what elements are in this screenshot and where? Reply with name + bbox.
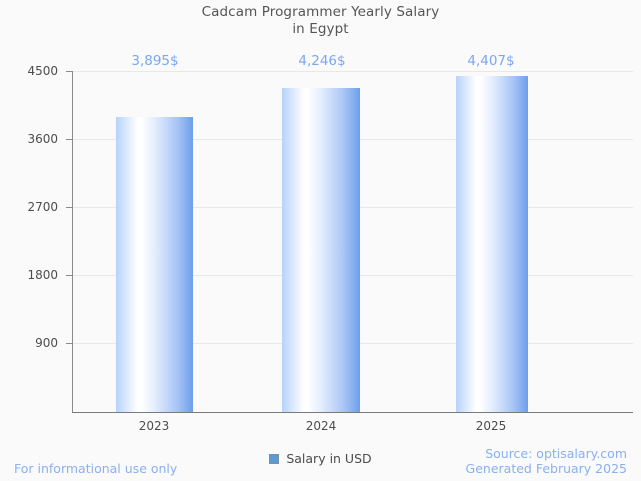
plot-area <box>73 71 633 412</box>
bar-value-label-2025: 4,407$ <box>467 53 515 69</box>
x-tick-label-2023: 2023 <box>138 419 170 433</box>
bar-value-label-2024: 4,246$ <box>298 53 346 69</box>
x-tick-label-2025: 2025 <box>475 419 507 433</box>
y-tick-label-2700: 2700 <box>27 200 58 214</box>
bar-2025 <box>456 76 528 412</box>
footer-source: Source: optisalary.com <box>485 446 627 461</box>
bar-value-label-2023: 3,895$ <box>131 53 179 69</box>
footer-disclaimer: For informational use only <box>14 461 178 476</box>
y-tick-label-900: 900 <box>35 336 58 350</box>
chart-title: Cadcam Programmer Yearly Salary in Egypt <box>0 4 641 38</box>
y-tick-mark-4500 <box>66 71 72 72</box>
chart-legend: Salary in USD <box>0 452 641 466</box>
footer-source-block: Source: optisalary.com Generated Februar… <box>466 446 627 476</box>
y-tick-label-3600: 3600 <box>27 132 58 146</box>
y-tick-mark-1800 <box>66 275 72 276</box>
x-tick-label-2024: 2024 <box>305 419 337 433</box>
y-tick-mark-900 <box>66 343 72 344</box>
gridline-4500 <box>73 71 633 72</box>
legend-swatch-salary-in-usd <box>269 454 280 464</box>
chart-title-line-1: Cadcam Programmer Yearly Salary <box>201 4 440 20</box>
bar-2023 <box>116 117 193 412</box>
y-tick-label-1800: 1800 <box>27 268 58 282</box>
y-tick-mark-2700 <box>66 207 72 208</box>
y-tick-label-4500: 4500 <box>27 64 58 78</box>
chart-title-line-2: in Egypt <box>292 21 349 37</box>
x-axis-line <box>72 412 633 413</box>
bar-2024 <box>282 88 360 412</box>
footer-generated-date: Generated February 2025 <box>465 461 627 476</box>
y-tick-mark-3600 <box>66 139 72 140</box>
y-axis-line <box>72 71 73 413</box>
legend-label-salary-in-usd: Salary in USD <box>286 451 372 466</box>
